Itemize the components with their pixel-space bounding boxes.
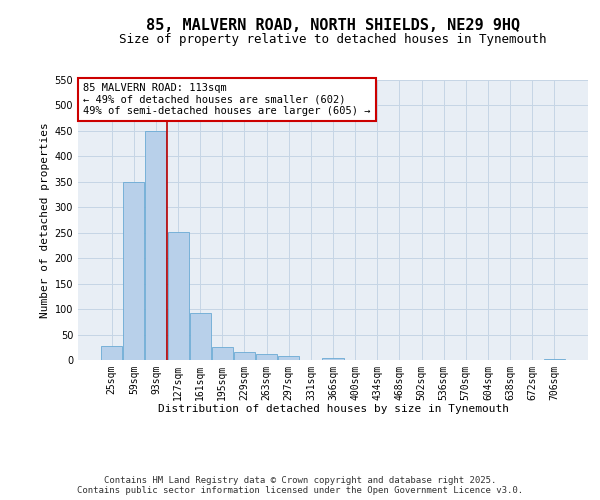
Bar	[145, 131, 166, 360]
Bar	[124, 182, 145, 360]
Bar	[544, 359, 565, 360]
Bar	[190, 312, 211, 360]
Text: Size of property relative to detached houses in Tynemouth: Size of property relative to detached ho…	[119, 32, 547, 46]
X-axis label: Distribution of detached houses by size in Tynemouth: Distribution of detached houses by size …	[157, 404, 509, 414]
Y-axis label: Number of detached properties: Number of detached properties	[40, 122, 50, 318]
Bar	[322, 358, 344, 360]
Text: 85, MALVERN ROAD, NORTH SHIELDS, NE29 9HQ: 85, MALVERN ROAD, NORTH SHIELDS, NE29 9H…	[146, 18, 520, 32]
Bar	[278, 356, 299, 360]
Text: 85 MALVERN ROAD: 113sqm
← 49% of detached houses are smaller (602)
49% of semi-d: 85 MALVERN ROAD: 113sqm ← 49% of detache…	[83, 83, 371, 116]
Text: Contains HM Land Registry data © Crown copyright and database right 2025.
Contai: Contains HM Land Registry data © Crown c…	[77, 476, 523, 495]
Bar	[212, 348, 233, 360]
Bar	[234, 352, 255, 360]
Bar	[101, 346, 122, 360]
Bar	[167, 232, 188, 360]
Bar	[256, 354, 277, 360]
